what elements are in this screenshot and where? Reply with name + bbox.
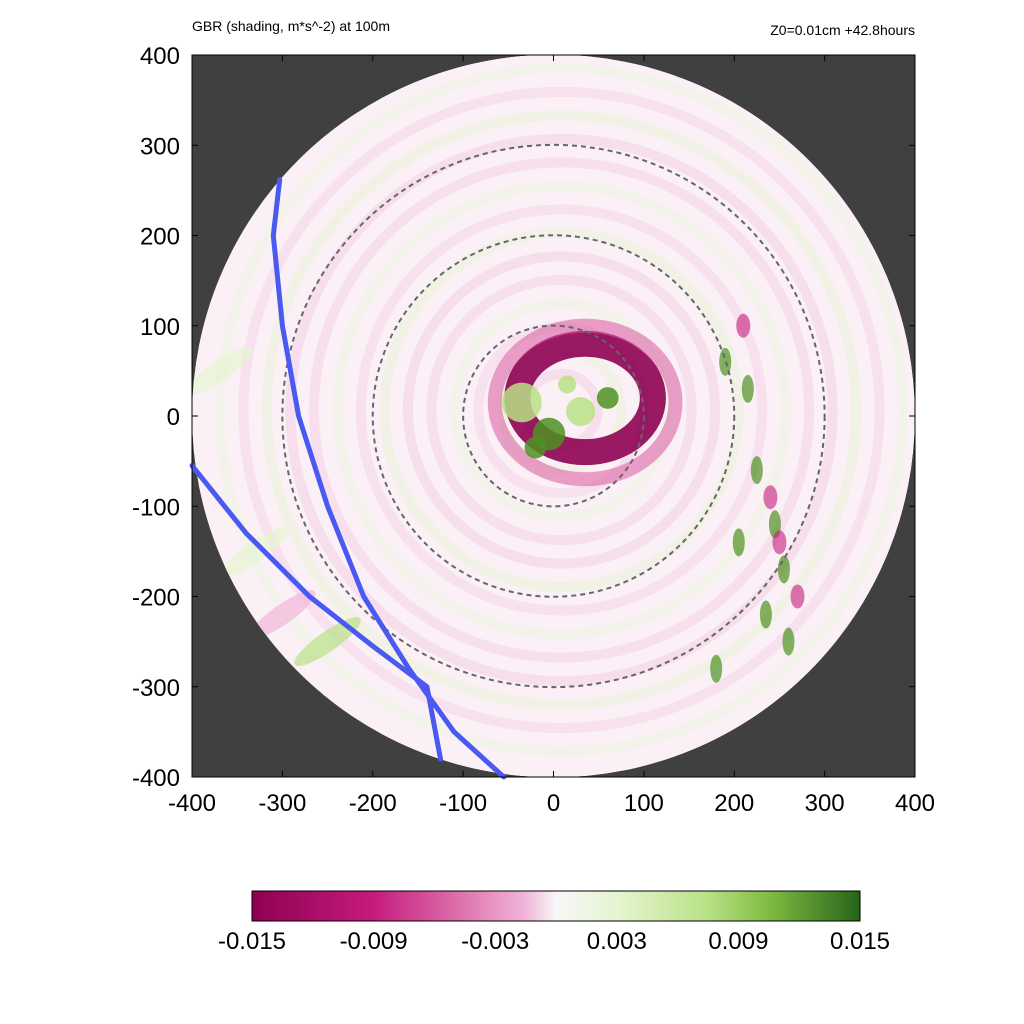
x-tick-label: 0 (547, 790, 560, 817)
streak (294, 617, 361, 666)
reference-circle-100 (462, 324, 645, 508)
x-tick-label: -300 (258, 790, 306, 817)
reference-circle-200 (371, 234, 736, 598)
texture-ring (308, 157, 815, 663)
colorbar-tick-label: -0.003 (461, 928, 529, 955)
negative-patch (790, 584, 805, 609)
texture-ring (285, 133, 838, 687)
x-tick-label: -400 (168, 790, 216, 817)
positive-core-blob (566, 397, 596, 426)
texture-ring (238, 86, 885, 734)
positive-core-blob (524, 436, 547, 459)
positive-patch (732, 528, 745, 557)
positive-patch (710, 654, 723, 683)
negative-patch (772, 530, 787, 555)
y-tick-label: 400 (140, 43, 180, 70)
blue-line-2 (189, 463, 443, 762)
colorbar-tick-label: 0.015 (830, 928, 890, 955)
texture-ring (355, 204, 768, 616)
y-tick-label: -400 (132, 765, 180, 792)
blue-line-1 (270, 177, 507, 780)
y-tick-label: -300 (132, 675, 180, 702)
positive-core-blob (596, 387, 619, 409)
x-tick-label: -200 (349, 790, 397, 817)
y-tick-label: 200 (140, 224, 180, 251)
y-tick-label: -200 (132, 585, 180, 612)
positive-patch (719, 347, 732, 376)
streak (249, 590, 316, 639)
positive-patch (750, 456, 763, 485)
negative-patch (736, 313, 751, 338)
texture-ring (379, 227, 744, 593)
negative-patch (763, 485, 778, 510)
colorbar-tick-label: 0.003 (587, 928, 647, 955)
y-tick-label: 100 (140, 314, 180, 341)
texture-ring (426, 274, 697, 546)
y-tick-label: 0 (167, 404, 180, 431)
texture-ring (332, 180, 791, 640)
texture-ring (214, 63, 909, 757)
texture-ring (261, 110, 862, 710)
colorbar (251, 890, 861, 922)
positive-patch (782, 627, 795, 656)
streak (192, 346, 253, 396)
colorbar-tick-label: -0.015 (218, 928, 286, 955)
positive-core-blob (501, 382, 542, 423)
reference-circle-300 (281, 143, 826, 689)
x-tick-label: 100 (624, 790, 664, 817)
streak (221, 527, 289, 576)
x-tick-label: 200 (714, 790, 754, 817)
negative-band-outer (487, 318, 683, 487)
chart-info: Z0=0.01cm +42.8hours (770, 22, 915, 38)
positive-patch (741, 374, 754, 403)
x-tick-label: 300 (805, 790, 845, 817)
y-tick-label: 300 (140, 133, 180, 160)
chart-title: GBR (shading, m*s^-2) at 100m (192, 18, 390, 34)
y-tick-label: -100 (132, 494, 180, 521)
colorbar-tick-label: 0.009 (708, 928, 768, 955)
colorbar-tick-label: -0.009 (340, 928, 408, 955)
x-tick-label: 400 (895, 790, 935, 817)
texture-ring (402, 251, 721, 569)
positive-core-blob (558, 375, 577, 394)
x-tick-label: -100 (439, 790, 487, 817)
positive-patch (759, 600, 772, 629)
positive-patch (777, 555, 790, 584)
